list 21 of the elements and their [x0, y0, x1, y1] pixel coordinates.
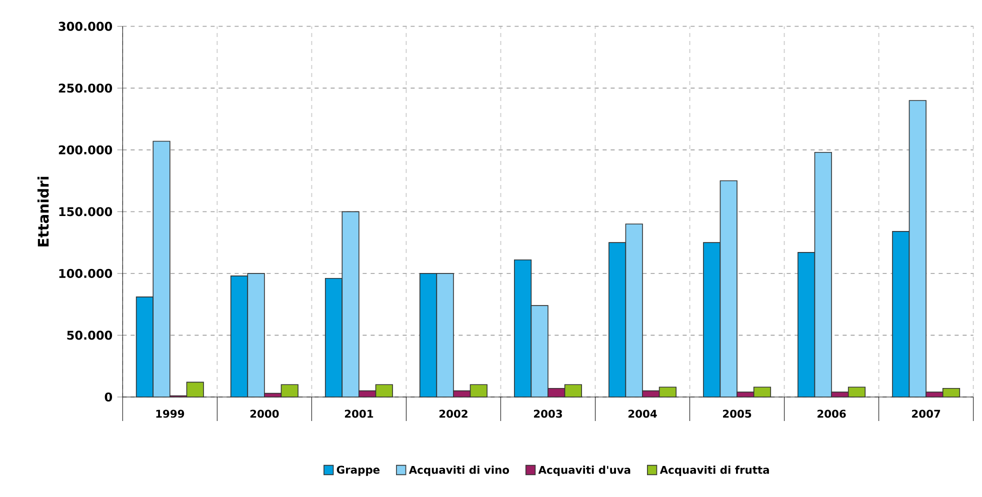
- x-tick-label: 2006: [818, 410, 846, 418]
- legend-label: Acquaviti di frutta: [660, 466, 769, 476]
- y-tick-label: 300.000: [58, 22, 112, 31]
- legend-label: Acquaviti d'uva: [538, 466, 630, 476]
- x-tick-label: 2007: [912, 410, 940, 418]
- x-tick-label: 1999: [156, 410, 184, 418]
- x-tick-label: 2001: [344, 410, 374, 418]
- x-tick-label: 2000: [250, 410, 279, 418]
- legend-label: Grappe: [336, 466, 380, 476]
- legend-label: Acquaviti di vino: [408, 466, 510, 476]
- y-tick-label: 150.000: [59, 207, 112, 216]
- y-axis-title: Ettanidri: [37, 176, 49, 246]
- y-tick-label: 50.000: [67, 330, 112, 340]
- y-tick-label: 200.000: [58, 145, 112, 154]
- x-tick-label: 2002: [439, 410, 468, 418]
- x-tick-label: 2003: [534, 410, 562, 418]
- x-tick-label: 2005: [723, 410, 752, 418]
- x-tick-label: 2004: [628, 410, 657, 418]
- y-tick-label: 0: [104, 392, 112, 402]
- y-tick-label: 250.000: [58, 84, 112, 93]
- y-tick-label: 100.000: [59, 268, 112, 278]
